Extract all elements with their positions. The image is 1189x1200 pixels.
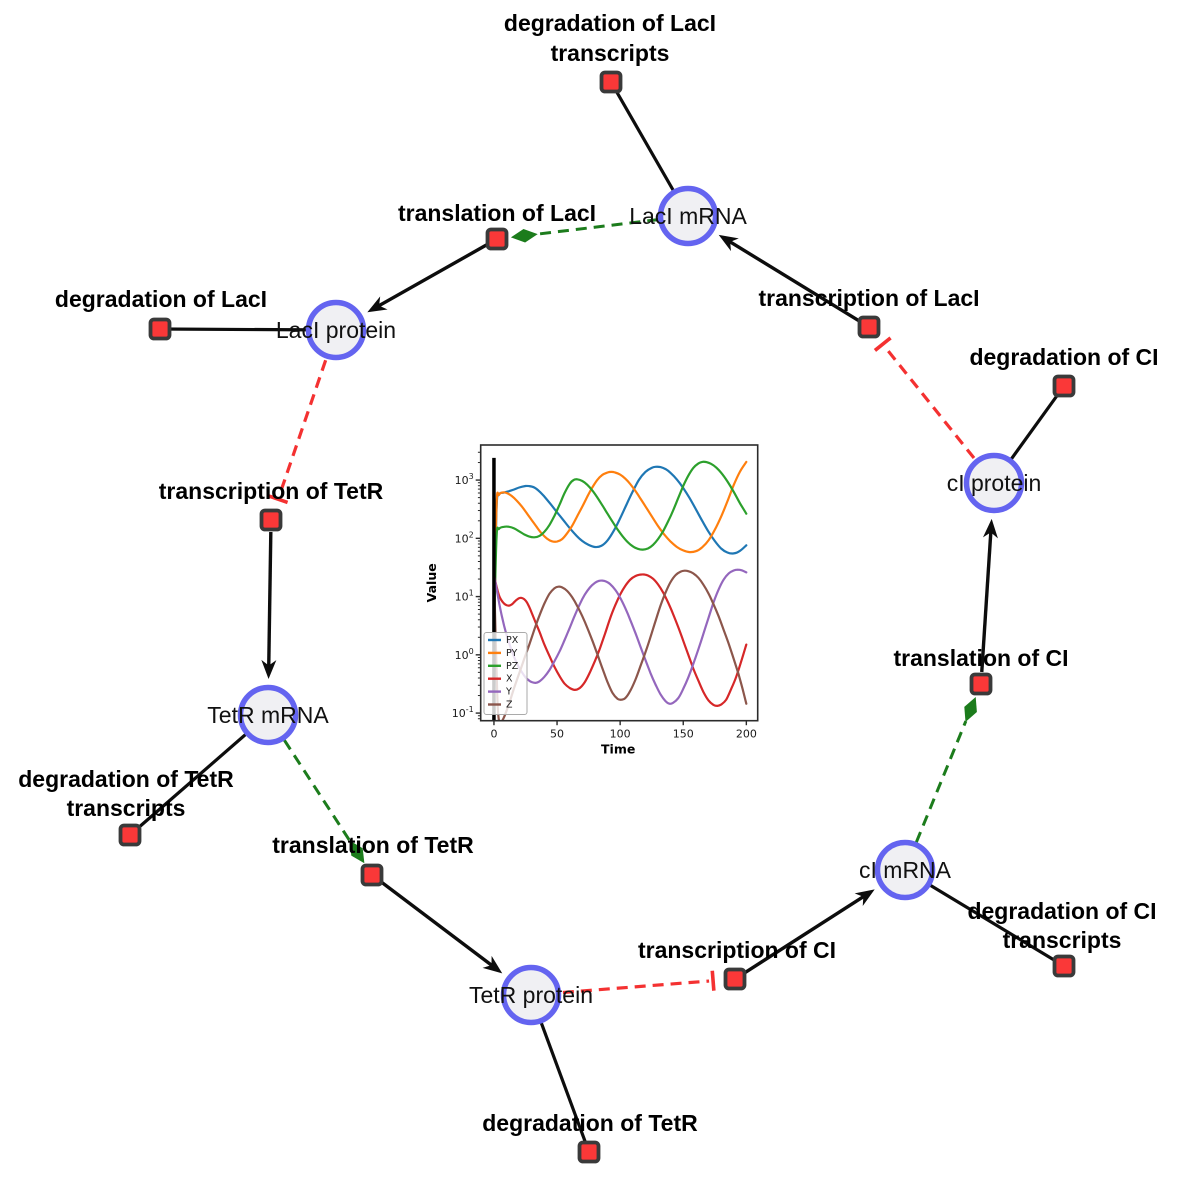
legend-label-PZ: PZ [506, 661, 519, 672]
species-label-ci-prot: cI protein [947, 470, 1042, 496]
species-node-tetr-mrna[interactable] [237, 684, 299, 746]
y-tick-label: 102 [455, 530, 474, 545]
plot-series [492, 457, 748, 721]
edge-tetr-mrna-to-deg-tetr-tx [128, 713, 270, 837]
y-tick-label: 103 [455, 472, 474, 487]
edge-tx-ci-to-ci-mrna [744, 893, 868, 974]
x-tick-label: 0 [490, 728, 497, 741]
reaction-node-tx-laci[interactable] [857, 315, 881, 339]
reaction-label-deg-tetr-tx: transcripts [67, 795, 186, 821]
reaction-node-transl-ci[interactable] [969, 672, 993, 696]
y-tick-label: 10-1 [452, 705, 474, 720]
reaction-node-deg-ci-tx[interactable] [1052, 954, 1076, 978]
edge-tetr-mrna-to-transl-tetr [283, 739, 352, 843]
x-tick-label: 50 [550, 728, 564, 741]
legend-label-Y: Y [505, 687, 512, 698]
reaction-node-tx-ci[interactable] [723, 967, 747, 991]
y-tick-label: 101 [455, 589, 474, 604]
edge-transl-ci-to-ci-prot [980, 528, 993, 673]
legend-label-Z: Z [506, 700, 513, 711]
series-line-PX [492, 465, 748, 639]
reaction-label-deg-ci-tx: transcripts [1003, 927, 1122, 953]
reaction-label-tx-laci: transcription of LacI [758, 285, 979, 311]
x-tick-label: 150 [673, 728, 694, 741]
edge-tx-tetr-to-tetr-mrna [267, 531, 273, 670]
x-tick-label: 200 [736, 728, 757, 741]
species-node-laci-prot[interactable] [305, 299, 367, 361]
legend-label-X: X [506, 674, 513, 685]
edge-transl-tetr-to-tetr-prot-arrowhead [482, 955, 503, 974]
axes-spines [479, 444, 759, 722]
reaction-label-deg-laci-tx: degradation of LacI [504, 10, 716, 36]
species-node-tetr-prot[interactable] [500, 964, 562, 1026]
reaction-node-tx-tetr[interactable] [259, 508, 283, 532]
reaction-label-tx-ci: transcription of CI [638, 937, 836, 963]
reaction-node-transl-tetr[interactable] [360, 863, 384, 887]
chart-x-axis-label: Time [601, 742, 635, 757]
species-label-tetr-prot: TetR protein [469, 982, 593, 1008]
chart-legend: PX PY PZ XYZ [483, 632, 528, 715]
legend-label-PY: PY [506, 648, 518, 659]
y-axis-ticks: 103 102 101 100 10-1 [452, 451, 481, 720]
edge-laci-prot-to-tx-tetr-tbar [268, 494, 289, 505]
reaction-label-deg-laci: degradation of LacI [55, 286, 267, 312]
edge-ci-mrna-to-deg-ci-tx [904, 868, 1065, 968]
edge-ci-mrna-to-transl-ci-diamond-arrowhead [964, 696, 977, 722]
edge-tx-laci-to-laci-mrna [726, 238, 860, 323]
species-label-ci-mrna: cI mRNA [859, 857, 952, 883]
species-label-laci-mrna: LacI mRNA [629, 203, 747, 229]
edge-ci-mrna-to-transl-ci [914, 720, 968, 843]
reaction-label-deg-tetr: degradation of TetR [482, 1110, 698, 1136]
edges [128, 81, 1066, 1153]
edge-tetr-prot-to-tx-ci [562, 979, 710, 995]
edge-transl-laci-to-laci-prot-arrowhead [367, 296, 388, 313]
legend-label-PX: PX [506, 635, 519, 646]
reaction-label-transl-laci: translation of LacI [398, 200, 596, 226]
edge-tetr-mrna-to-transl-tetr-diamond-arrowhead [349, 840, 365, 864]
chart-y-axis-label: Value [424, 563, 439, 602]
reaction-label-transl-tetr: translation of TetR [272, 832, 474, 858]
reaction-label-deg-laci-tx: transcripts [551, 40, 670, 66]
reaction-label-deg-tetr-tx: degradation of TetR [18, 766, 234, 792]
x-tick-label: 100 [610, 728, 631, 741]
reaction-label-tx-tetr: transcription of TetR [159, 478, 384, 504]
edge-tx-tetr-to-tetr-mrna-arrowhead [261, 659, 277, 680]
reaction-node-deg-tetr[interactable] [577, 1140, 601, 1164]
series-line-PY [492, 460, 748, 639]
reaction-node-deg-laci-tx[interactable] [599, 70, 623, 94]
reaction-node-deg-ci[interactable] [1052, 374, 1076, 398]
edge-ci-prot-to-tx-laci [884, 346, 976, 460]
y-tick-label: 100 [455, 647, 474, 662]
series-line-X [492, 573, 748, 708]
species-label-tetr-mrna: TetR mRNA [207, 702, 329, 728]
edge-ci-prot-to-tx-laci-tbar [873, 336, 892, 352]
edge-laci-mrna-to-transl-laci-diamond-arrowhead [510, 228, 538, 243]
edge-laci-mrna-to-transl-laci [536, 218, 659, 236]
edge-tx-laci-to-laci-mrna-arrowhead [718, 234, 739, 252]
inset-chart: 0 50 100 150 20010310210110010-1TimeValuePXP… [424, 444, 759, 757]
reaction-label-deg-ci: degradation of CI [969, 344, 1158, 370]
labels: degradation of LacI transcripts translatio… [18, 10, 1158, 1136]
edge-tx-ci-to-ci-mrna-arrowhead [854, 889, 875, 907]
species-label-laci-prot: LacI protein [276, 317, 396, 343]
species-node-laci-mrna[interactable] [657, 185, 719, 247]
x-axis-ticks: 0 50 100 150 200 [490, 720, 757, 741]
edge-laci-prot-to-tx-tetr [277, 359, 328, 496]
species-node-ci-prot[interactable] [963, 452, 1025, 514]
reaction-node-transl-laci[interactable] [485, 227, 509, 251]
reaction-node-deg-laci[interactable] [148, 317, 172, 341]
edge-transl-laci-to-laci-prot [375, 243, 488, 309]
edge-transl-tetr-to-tetr-prot [380, 880, 496, 969]
species-node-ci-mrna[interactable] [874, 839, 936, 901]
reaction-label-deg-ci-tx: degradation of CI [967, 898, 1156, 924]
edge-transl-ci-to-ci-prot-arrowhead [982, 518, 998, 539]
edge-tetr-prot-to-tx-ci-tbar [710, 970, 716, 991]
series-line-PZ [492, 460, 748, 639]
reaction-node-deg-tetr-tx[interactable] [118, 823, 142, 847]
reaction-label-transl-ci: translation of CI [893, 645, 1068, 671]
nodes [118, 70, 1076, 1164]
